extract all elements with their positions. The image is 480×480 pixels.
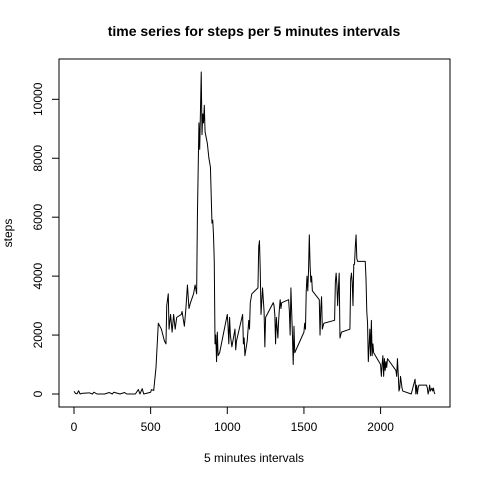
x-tick-label: 0 (71, 420, 78, 434)
chart-title: time series for steps per 5 minutes inte… (108, 23, 401, 39)
y-tick-label: 10000 (31, 82, 45, 116)
y-tick-label: 4000 (31, 262, 45, 289)
x-axis: 0 500 1000 1500 2000 (71, 406, 394, 434)
y-axis: 0 2000 4000 6000 8000 10000 (31, 82, 60, 397)
series-line (73, 71, 436, 395)
x-axis-label: 5 minutes intervals (204, 451, 304, 465)
y-axis-label: steps (1, 219, 15, 248)
y-tick-label: 6000 (31, 204, 45, 231)
y-tick-label: 0 (31, 390, 45, 397)
x-tick-label: 500 (141, 420, 161, 434)
plot-frame (58, 58, 451, 408)
y-tick-label: 2000 (31, 321, 45, 348)
x-tick-label: 1000 (214, 420, 241, 434)
x-tick-label: 1500 (291, 420, 318, 434)
x-tick-label: 2000 (367, 420, 394, 434)
y-tick-label: 8000 (31, 145, 45, 172)
